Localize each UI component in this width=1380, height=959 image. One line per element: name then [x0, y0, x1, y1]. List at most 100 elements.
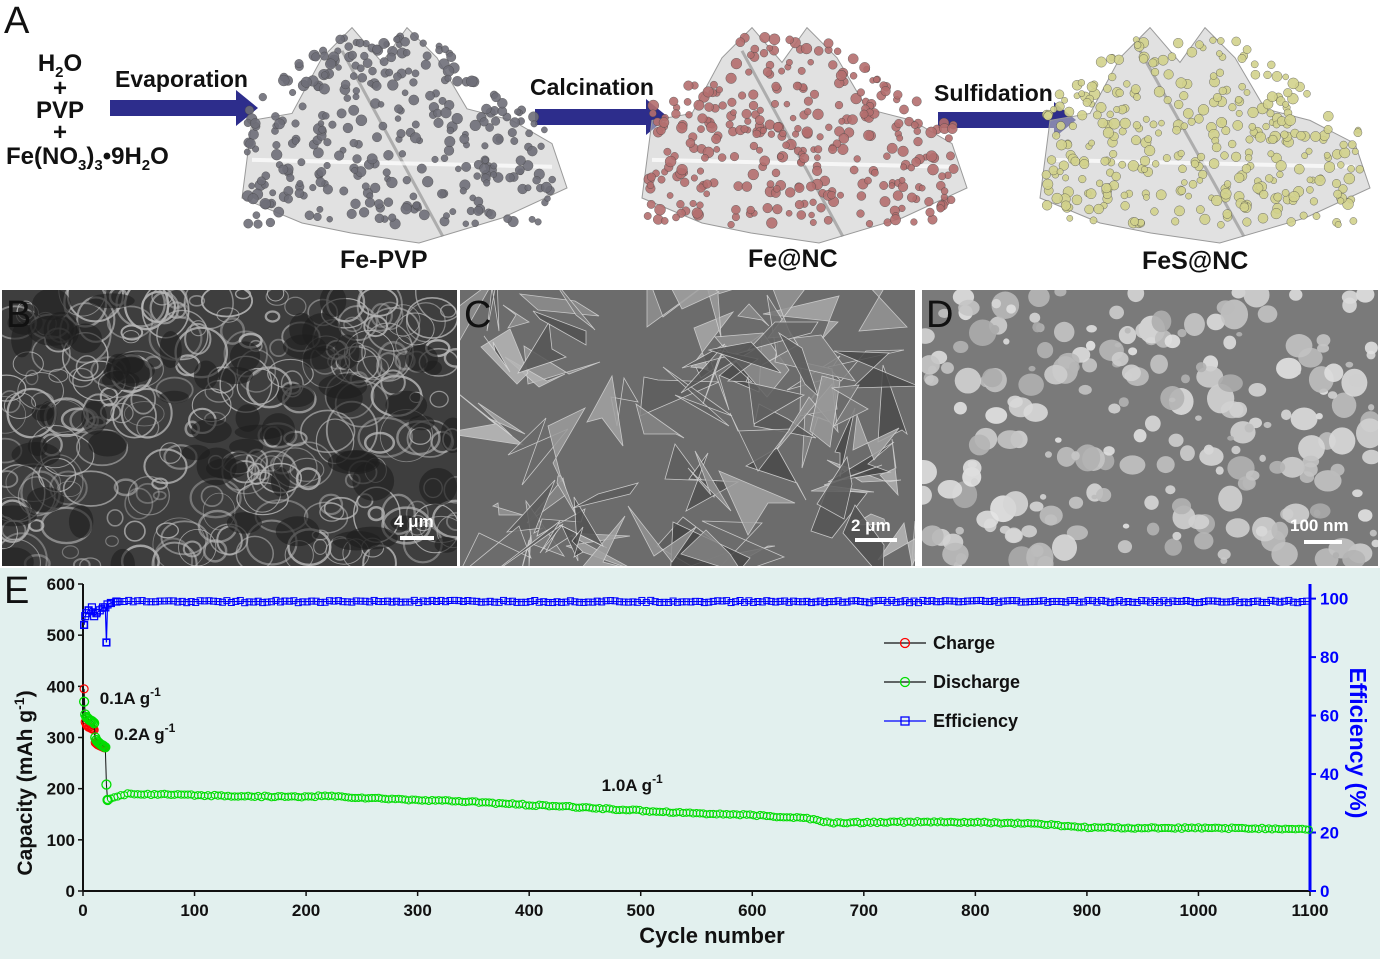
efficiency-point — [995, 598, 1003, 606]
nanoparticle-dot — [289, 88, 297, 96]
nanoparticle-dot — [422, 51, 432, 61]
nanoparticle-dot — [334, 150, 345, 161]
nanoparticle-dot — [1234, 172, 1245, 183]
arrow-icon — [110, 90, 258, 126]
discharge-point — [1204, 823, 1213, 833]
efficiency-point — [602, 597, 610, 605]
nanoparticle-dot — [343, 94, 352, 102]
nanoparticle-dot — [1143, 193, 1150, 201]
nanoparticle-dot — [853, 155, 861, 163]
nanoparticle-dot — [1296, 131, 1306, 141]
nanoparticle-dot — [731, 213, 740, 222]
efficiency-point — [1057, 598, 1065, 606]
efficiency-point — [972, 597, 980, 605]
efficiency-point — [1258, 598, 1266, 606]
panel-label-b: B — [6, 294, 32, 336]
nanoparticle-dot — [913, 136, 923, 147]
efficiency-point — [178, 597, 186, 605]
efficiency-point — [268, 598, 276, 606]
efficiency-point — [593, 597, 601, 605]
nanoparticle-dot — [446, 52, 457, 62]
nanoparticle-dot — [1198, 169, 1208, 179]
nanoparticle-dot — [1097, 117, 1108, 129]
nanoparticle-dot — [300, 76, 312, 88]
nanoparticle-dot — [1218, 86, 1227, 96]
nanoparticle-dot — [1077, 79, 1086, 87]
nanoparticle-dot — [740, 125, 749, 133]
nanoparticle-dot — [654, 203, 666, 216]
nanoparticle-dot — [771, 168, 781, 178]
nanoparticle-dot — [1093, 110, 1102, 120]
nanoparticle-dot — [1078, 175, 1087, 184]
discharge-point — [1231, 823, 1240, 833]
y-tick-label-left: 100 — [47, 831, 75, 850]
nanoparticle-dot — [444, 74, 452, 82]
efficiency-point — [214, 598, 222, 606]
nanoparticle-dot — [833, 47, 842, 55]
efficiency-point — [932, 598, 940, 606]
nanoparticle-dot — [394, 115, 402, 122]
nanoparticle-dot — [364, 197, 375, 208]
discharge-point — [227, 792, 236, 801]
nanoparticle-dot — [350, 72, 358, 80]
sem-image-c: 2 μm — [460, 290, 915, 566]
efficiency-point — [629, 598, 637, 606]
efficiency-point — [562, 598, 570, 606]
nanoparticle-dot — [372, 132, 382, 143]
panel-label-a: A — [4, 0, 30, 42]
legend-label: Charge — [933, 633, 995, 653]
nanoparticle-dot — [856, 209, 865, 218]
efficiency-point — [687, 598, 695, 606]
nanoparticle-dot — [400, 37, 410, 47]
efficiency-point — [888, 596, 896, 604]
nanoparticle-dot — [850, 92, 862, 105]
nanoparticle-dot — [1063, 106, 1075, 118]
nanoparticle-dot — [355, 38, 365, 48]
stage-label-fe-nc: Fe@NC — [748, 245, 838, 273]
nanoparticle-dot — [1334, 221, 1342, 229]
nanoparticle-dot — [738, 91, 747, 100]
discharge-point — [551, 802, 561, 811]
efficiency-point — [638, 596, 646, 604]
nanoparticle-dot — [387, 79, 399, 91]
efficiency-point — [205, 597, 213, 605]
nanoparticle-dot — [816, 133, 824, 141]
nanoparticle-dot — [312, 147, 324, 159]
nanoparticle-dot — [806, 181, 816, 192]
discharge-point — [391, 795, 400, 804]
y-tick-label-right: 100 — [1320, 590, 1348, 609]
efficiency-point — [740, 598, 748, 606]
rate-annotation: 1.0A g-1 — [602, 772, 663, 795]
discharge-point — [87, 716, 99, 728]
nanoparticle-dot — [431, 155, 439, 163]
efficiency-point — [437, 596, 445, 604]
nanoparticle-dot — [259, 198, 271, 210]
nanoparticle-dot — [1213, 93, 1222, 102]
efficiency-point — [620, 598, 628, 606]
nanoparticle-dot — [244, 105, 255, 115]
nanoparticle-dot — [394, 104, 403, 114]
nanoparticle-dot — [838, 133, 850, 144]
nanoparticle-dot — [409, 132, 421, 144]
nanoparticle-dot — [252, 211, 261, 219]
nanoparticle-dot — [1177, 186, 1187, 195]
nanoparticle-dot — [1115, 88, 1124, 98]
nanoparticle-dot — [355, 114, 368, 127]
nanoparticle-dot — [1141, 165, 1148, 173]
legend-item: Charge — [884, 633, 995, 653]
nanoparticle-dot — [340, 79, 351, 90]
efficiency-point — [1289, 598, 1297, 606]
efficiency-point — [1084, 596, 1092, 604]
nanoparticle-dot — [1056, 121, 1066, 131]
nanoparticle-dot — [879, 181, 889, 190]
nanoparticle-dot — [778, 67, 786, 75]
nanoparticle-dot — [1150, 207, 1159, 216]
nanoparticle-dot — [730, 57, 743, 70]
nanoparticle-dot — [1252, 182, 1264, 194]
nanoparticle-dot — [374, 213, 385, 224]
nanoparticle-dot — [313, 212, 322, 222]
nanoparticle-dot — [1086, 81, 1098, 93]
structure-body — [1039, 26, 1371, 244]
efficiency-point — [285, 597, 293, 605]
nanoparticle-dot — [1188, 180, 1198, 189]
